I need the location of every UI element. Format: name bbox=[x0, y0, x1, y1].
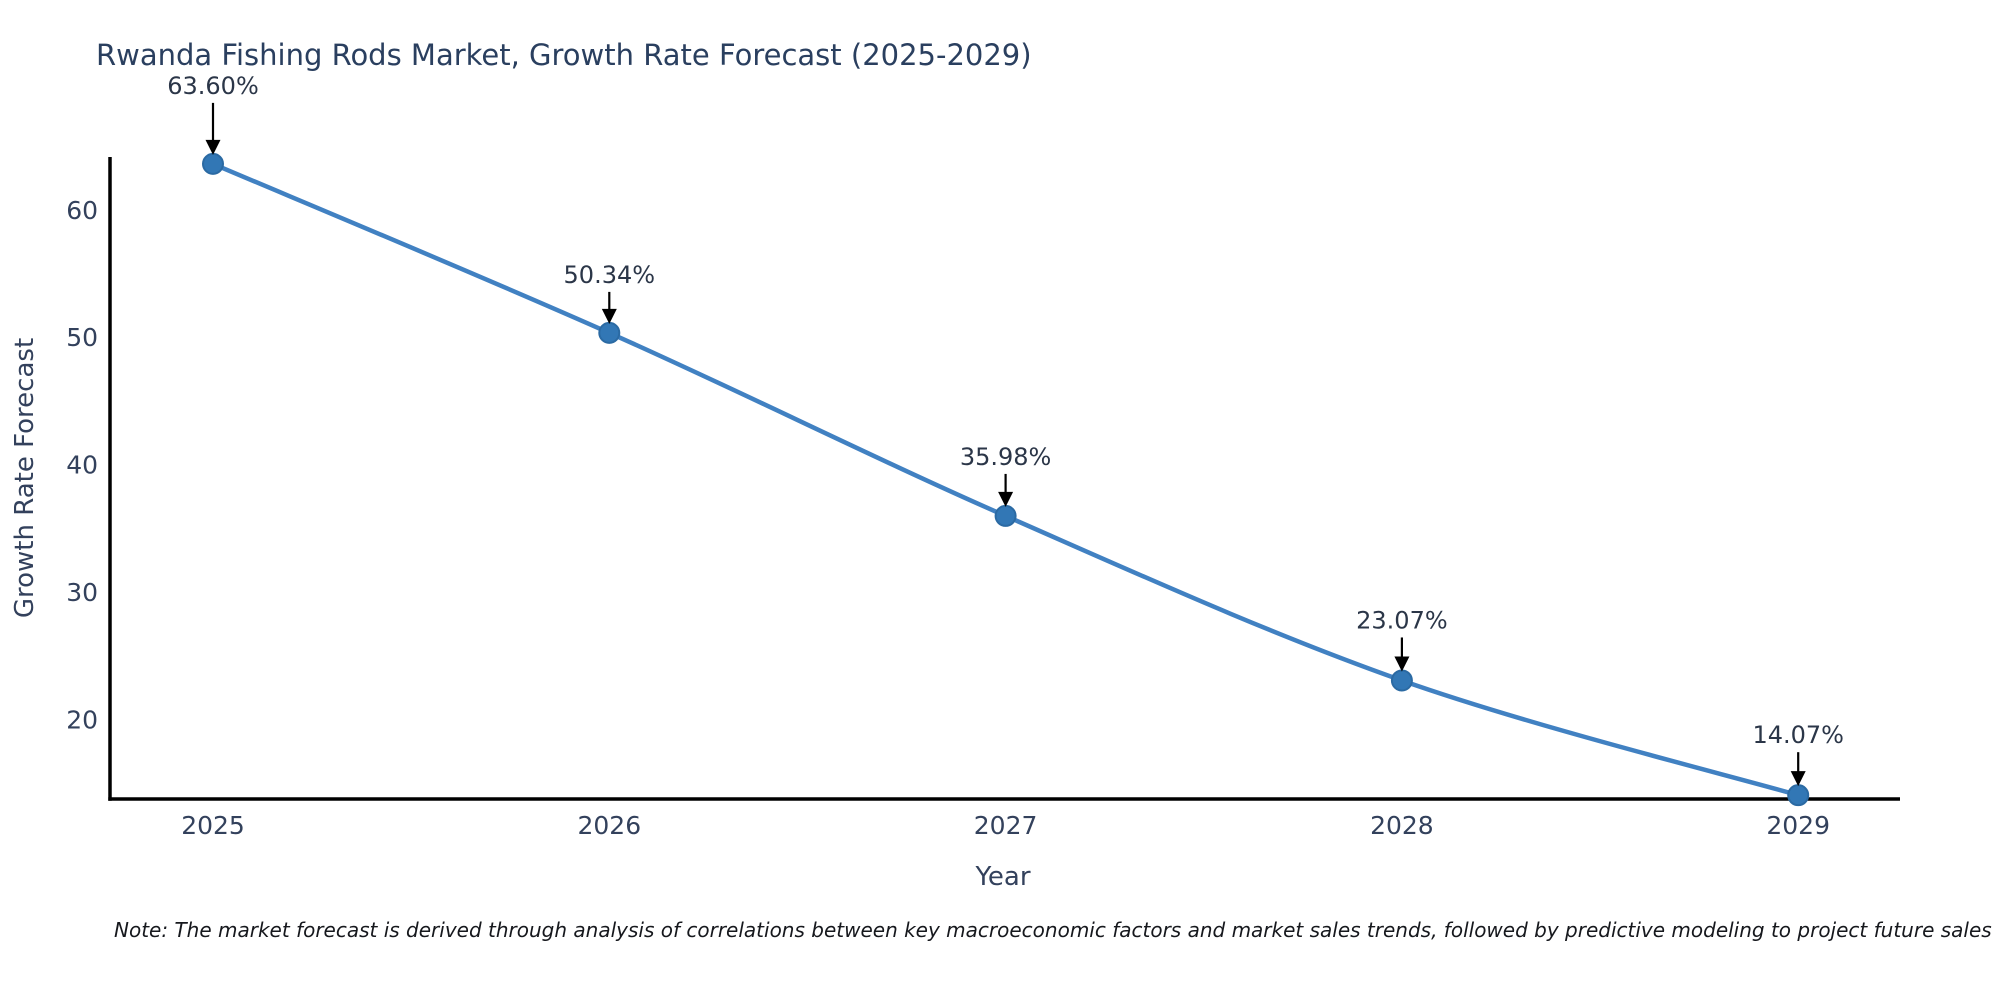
point-value-label: 23.07% bbox=[1356, 606, 1448, 634]
y-axis-label: Growth Rate Forecast bbox=[10, 338, 40, 618]
data-point-marker bbox=[1390, 669, 1413, 692]
data-point-marker bbox=[1787, 784, 1810, 807]
note-text: Note: The market forecast is derived thr… bbox=[114, 918, 1992, 942]
annotation-arrowhead bbox=[205, 139, 221, 155]
point-value-label: 35.98% bbox=[960, 443, 1052, 471]
plot-dynamic-layer: 20 30 40 50 60 2025 2026 2027 2028 2029 63.60% 50.3… bbox=[66, 72, 1900, 840]
point-value-label: 14.07% bbox=[1752, 721, 1844, 749]
x-tick-label: 2027 bbox=[974, 811, 1038, 840]
y-tick-label: 50 bbox=[66, 323, 98, 352]
x-tick-label: 2028 bbox=[1370, 811, 1434, 840]
x-tick-label: 2029 bbox=[1766, 811, 1830, 840]
data-point-marker bbox=[202, 152, 224, 175]
x-tick-label: 2026 bbox=[577, 811, 641, 840]
x-axis-label: Year bbox=[974, 862, 1030, 892]
data-point-marker bbox=[598, 321, 621, 344]
y-tick-label: 20 bbox=[66, 706, 98, 735]
annotation-arrowhead bbox=[998, 491, 1014, 507]
annotation-arrowhead bbox=[601, 308, 617, 324]
data-point-marker bbox=[994, 504, 1017, 527]
y-tick-label: 40 bbox=[66, 451, 98, 480]
point-value-label: 50.34% bbox=[564, 261, 656, 289]
y-tick-label: 60 bbox=[66, 196, 98, 225]
annotation-arrowhead bbox=[1394, 656, 1410, 672]
annotation-arrowhead bbox=[1790, 771, 1806, 787]
x-tick-label: 2025 bbox=[181, 811, 245, 840]
y-tick-label: 30 bbox=[66, 578, 98, 607]
point-value-label: 63.60% bbox=[167, 72, 259, 100]
chart-title: Rwanda Fishing Rods Market, Growth Rate … bbox=[96, 38, 1032, 72]
